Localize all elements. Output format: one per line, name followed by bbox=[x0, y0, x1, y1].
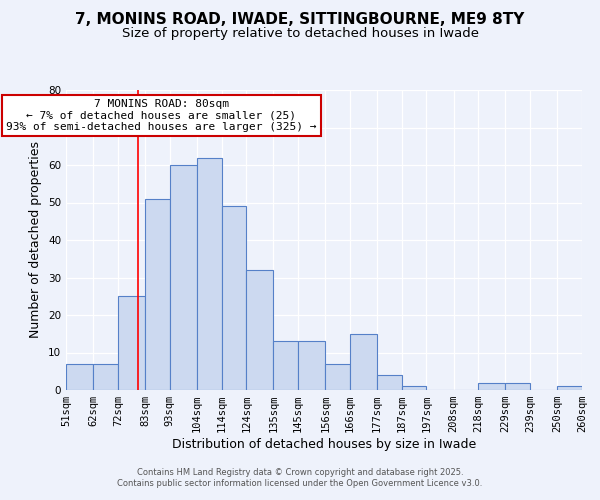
Bar bbox=[93, 364, 118, 390]
Bar bbox=[118, 296, 145, 390]
Bar bbox=[402, 386, 427, 390]
Text: 7 MONINS ROAD: 80sqm
← 7% of detached houses are smaller (25)
93% of semi-detach: 7 MONINS ROAD: 80sqm ← 7% of detached ho… bbox=[6, 99, 317, 132]
Text: 7, MONINS ROAD, IWADE, SITTINGBOURNE, ME9 8TY: 7, MONINS ROAD, IWADE, SITTINGBOURNE, ME… bbox=[76, 12, 524, 28]
Text: Contains HM Land Registry data © Crown copyright and database right 2025.
Contai: Contains HM Land Registry data © Crown c… bbox=[118, 468, 482, 487]
Bar bbox=[557, 386, 582, 390]
Bar bbox=[377, 375, 402, 390]
Bar bbox=[350, 334, 377, 390]
Bar bbox=[274, 341, 298, 390]
Bar bbox=[197, 158, 221, 390]
Y-axis label: Number of detached properties: Number of detached properties bbox=[29, 142, 43, 338]
Bar bbox=[66, 364, 93, 390]
Bar bbox=[170, 165, 197, 390]
Bar bbox=[505, 382, 530, 390]
Bar bbox=[478, 382, 505, 390]
Bar bbox=[145, 198, 170, 390]
Bar bbox=[325, 364, 350, 390]
Bar bbox=[298, 341, 325, 390]
Bar bbox=[221, 206, 246, 390]
X-axis label: Distribution of detached houses by size in Iwade: Distribution of detached houses by size … bbox=[172, 438, 476, 451]
Text: Size of property relative to detached houses in Iwade: Size of property relative to detached ho… bbox=[121, 28, 479, 40]
Bar bbox=[246, 270, 274, 390]
